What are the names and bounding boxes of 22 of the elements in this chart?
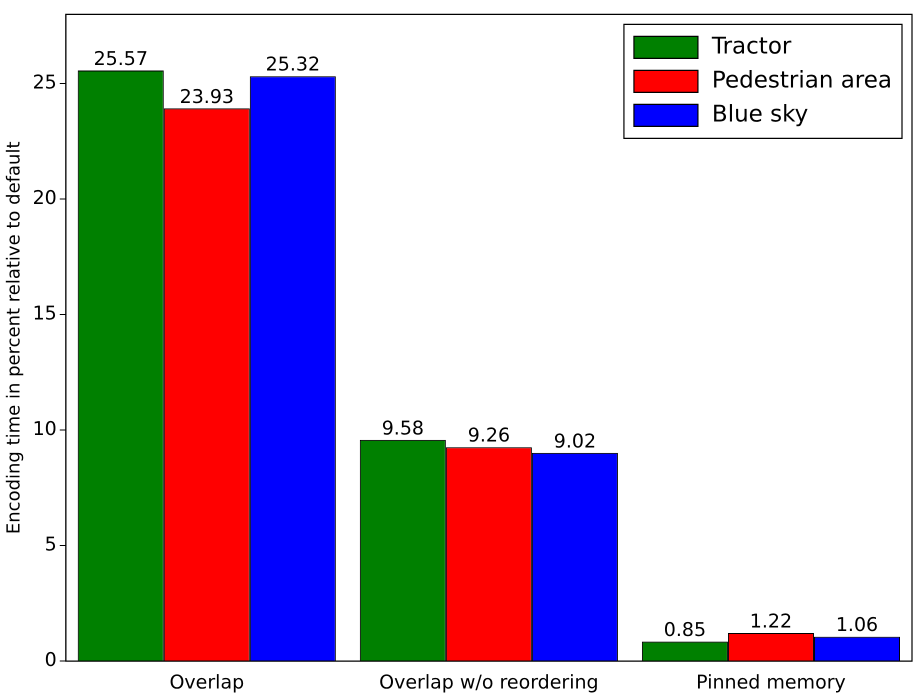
data-label: 25.32: [266, 54, 320, 76]
data-label: 0.85: [664, 619, 706, 642]
data-label: 25.57: [94, 48, 148, 70]
y-tick-label: 5: [44, 534, 57, 556]
x-tick-label: Overlap: [169, 672, 244, 694]
legend-label: Pedestrian area: [712, 67, 892, 94]
data-label: 9.58: [382, 417, 424, 440]
y-tick-label: 20: [32, 187, 57, 210]
data-label: 23.93: [180, 86, 234, 108]
data-label: 9.02: [554, 430, 596, 452]
data-label: 9.26: [468, 424, 510, 447]
y-tick-label: 25: [32, 72, 57, 94]
legend-label: Tractor: [710, 33, 792, 60]
y-tick-label: 0: [44, 649, 57, 672]
x-tick-label: Pinned memory: [696, 672, 846, 694]
data-label: 1.22: [750, 610, 792, 632]
y-axis-title: Encoding time in percent relative to default: [3, 141, 24, 534]
y-tick-label: 10: [32, 418, 57, 440]
y-tick-label: 15: [32, 302, 57, 325]
data-label: 1.06: [836, 614, 878, 636]
x-tick-label: Overlap w/o reordering: [379, 672, 599, 694]
legend-label: Blue sky: [712, 101, 808, 128]
